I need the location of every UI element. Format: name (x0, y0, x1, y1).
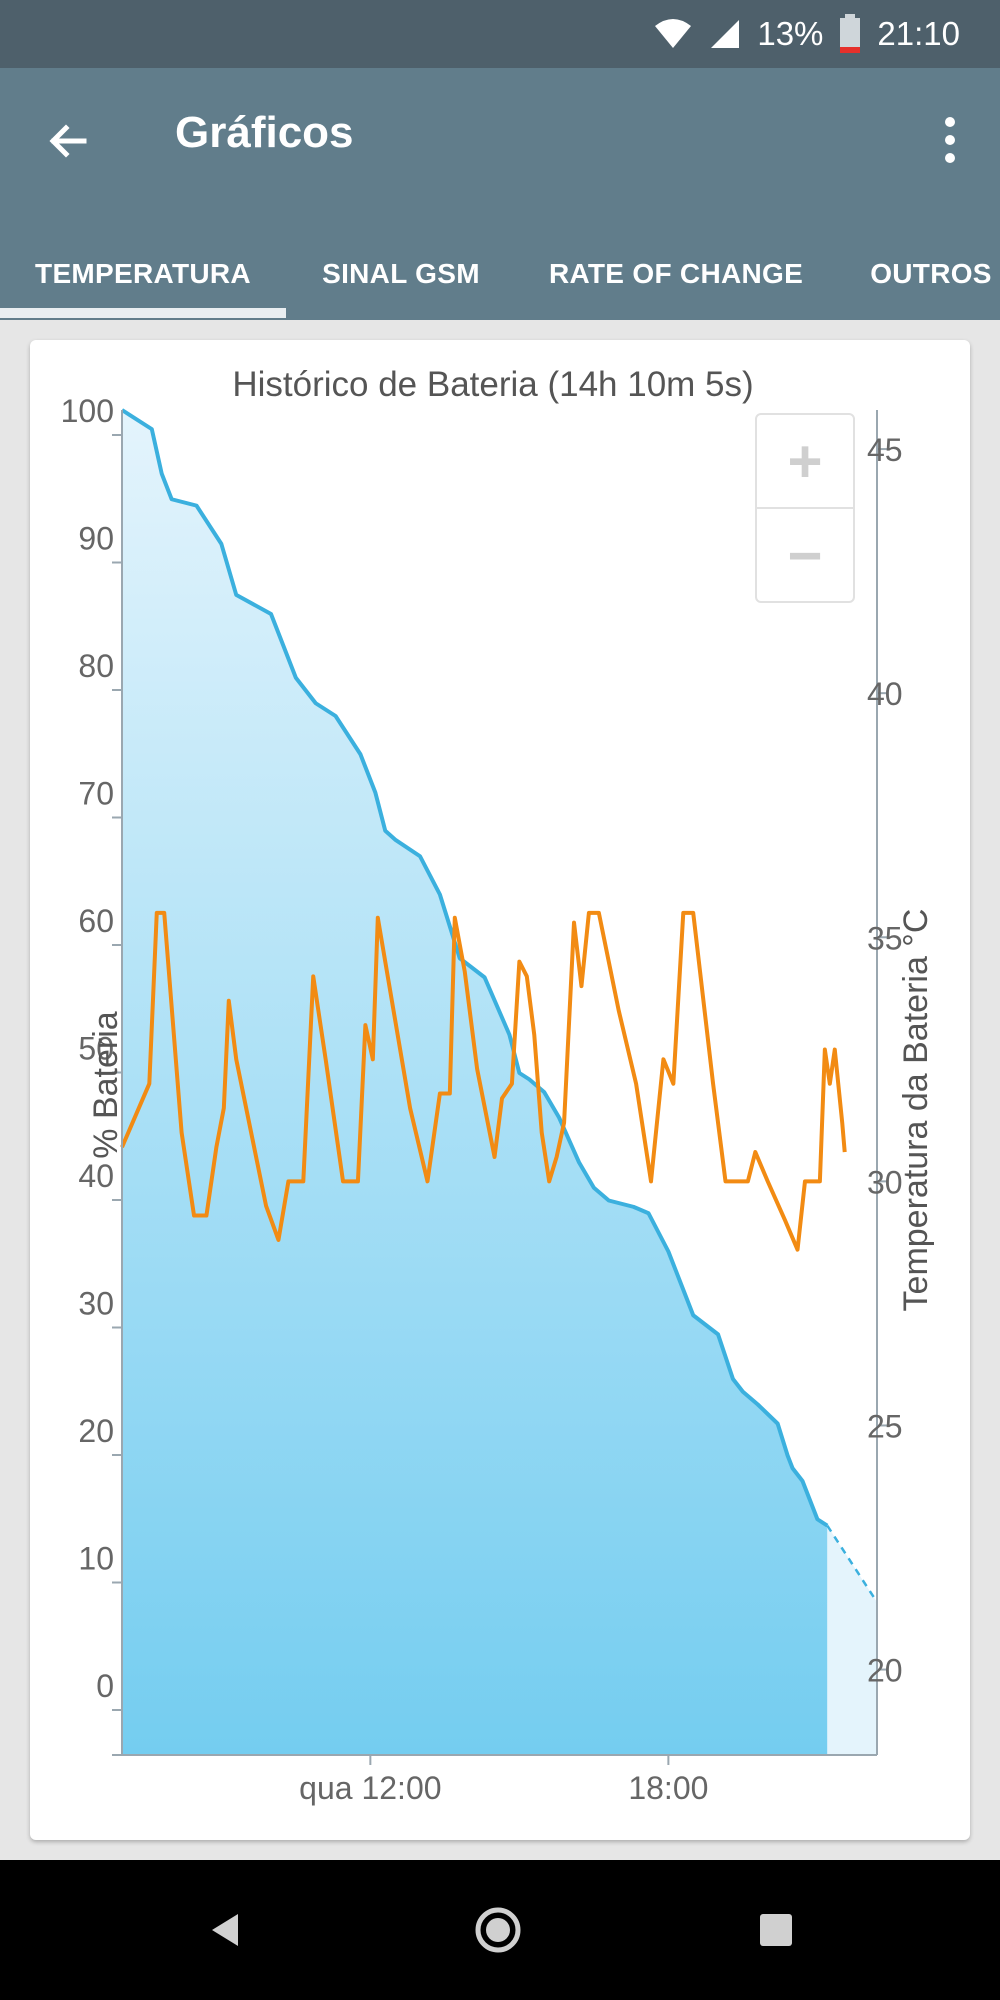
battery-history-chart[interactable]: Histórico de Bateria (14h 10m 5s) 0 10 20 3… (30, 340, 970, 1840)
temperature-line (120, 910, 847, 1252)
y-left-tick-label: 80 (78, 648, 114, 684)
selected-tab-indicator (0, 308, 286, 318)
y-right-tick-label: 40 (867, 676, 903, 712)
y-left-tick-label: 70 (78, 776, 114, 812)
tab-rate-of-change[interactable]: RATE OF CHANGE (548, 258, 804, 289)
tab-sinal-gsm[interactable]: SINAL GSM (322, 258, 480, 289)
wifi-icon (655, 19, 692, 48)
status-bar: 13% 21:10 (0, 0, 1000, 68)
status-indicators: 13% 21:10 (653, 0, 960, 68)
y-axis-right-label: Temperatura da Bateria °C (897, 909, 935, 1312)
tab-temperatura[interactable]: TEMPERATURA (35, 258, 251, 289)
battery-line (120, 408, 829, 1528)
zoom-out-button[interactable]: − (787, 521, 823, 589)
y-left-tick-label: 60 (78, 903, 114, 939)
nav-back-icon[interactable] (196, 1900, 256, 1960)
zoom-in-button[interactable]: + (787, 427, 823, 495)
y-left-tick-label: 10 (78, 1541, 114, 1577)
zoom-divider (757, 507, 853, 509)
plot-area (120, 408, 879, 1755)
x-tick-label: 18:00 (628, 1770, 708, 1806)
battery-area (122, 410, 828, 1755)
navigation-bar (0, 1860, 1000, 2000)
y-axis-left-label: % Bateria (87, 1011, 125, 1158)
y-right-tick-label: 30 (867, 1164, 903, 1200)
battery-projection-line (826, 1524, 879, 1603)
y-right-tick-label: 35 (867, 920, 903, 956)
y-right-tick-label: 20 (867, 1653, 903, 1689)
cell-signal-icon (711, 20, 740, 48)
more-options-icon[interactable] (940, 114, 960, 166)
battery-low-icon (840, 14, 861, 53)
axes: 0 10 20 30 40 50 60 70 80 90 100 20 25 30 35 40 45 qua 12… (61, 393, 903, 1806)
y-left-tick-label: 0 (96, 1668, 114, 1704)
page-title: Gráficos (175, 108, 354, 157)
y-left-tick-label: 100 (61, 393, 114, 429)
y-left-tick-label: 90 (78, 521, 114, 557)
y-left-tick-label: 30 (78, 1286, 114, 1322)
battery-projection-area (827, 1525, 877, 1755)
app-bar: Gráficos TEMPERATURA SINAL GSM RATE OF C… (0, 68, 1000, 320)
back-arrow-icon[interactable] (44, 116, 94, 166)
zoom-control: + − (755, 413, 855, 603)
y-left-tick-label: 40 (78, 1158, 114, 1194)
clock: 21:10 (877, 15, 960, 52)
y-left-tick-label: 50 (78, 1031, 114, 1067)
chart-card: Histórico de Bateria (14h 10m 5s) 0 10 20 3… (30, 340, 970, 1840)
tab-bar: TEMPERATURA SINAL GSM RATE OF CHANGE OUT… (0, 228, 1000, 320)
nav-recents-icon[interactable] (746, 1900, 806, 1960)
tab-outros[interactable]: OUTROS (870, 258, 992, 289)
nav-home-icon[interactable] (468, 1900, 528, 1960)
chart-title: Histórico de Bateria (14h 10m 5s) (232, 365, 753, 404)
y-left-tick-label: 20 (78, 1413, 114, 1449)
x-tick-label: qua 12:00 (299, 1770, 441, 1806)
battery-percent: 13% (757, 15, 824, 52)
y-right-tick-label: 25 (867, 1408, 903, 1444)
y-right-tick-label: 45 (867, 432, 903, 468)
